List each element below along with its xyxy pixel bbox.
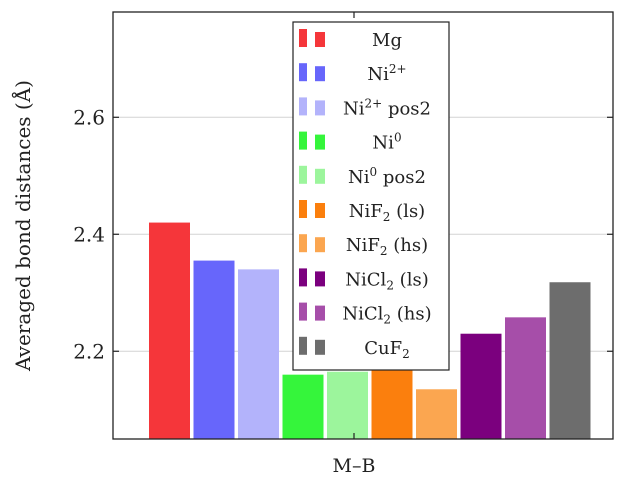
bar-cuf2 [549, 282, 591, 439]
y-axis-label: Averaged bond distances (Å) [10, 80, 35, 372]
bar-ni2pos2 [238, 269, 279, 439]
legend-swatch-ni0pos2-b [315, 168, 325, 184]
legend-label-nif2hs: NiF2 (hs) [346, 235, 428, 258]
legend-swatch-ni2pos2-b [315, 100, 325, 116]
legend-label-ni0pos2: Ni0 pos2 [348, 165, 426, 188]
legend-swatch-nicl2hs-b [315, 305, 325, 321]
legend-label-ni2pos2: Ni2+ pos2 [343, 96, 431, 119]
bar-nicl2ls [460, 333, 502, 439]
legend-label-ni2: Ni2+ [367, 62, 406, 85]
bar-mg [149, 222, 190, 439]
legend-swatch-nif2ls [299, 200, 307, 218]
legend-swatch-ni0 [299, 131, 307, 150]
bar-ni2 [193, 260, 235, 439]
legend-swatch-ni2pos2 [299, 97, 307, 116]
legend: Mg Ni2+ Ni2+ pos2 Ni0 Ni0 pos2 NiF2 (ls) NiF2 … [292, 21, 450, 371]
legend-label-ni0: Ni0 [372, 131, 401, 154]
y-tick-label: 2.4 [73, 222, 105, 246]
legend-label-nicl2ls: NiCl2 (ls) [345, 269, 428, 292]
plot-area-frame [112, 11, 614, 440]
legend-swatch-cuf2 [299, 336, 307, 355]
legend-label-nif2ls: NiF2 (ls) [349, 201, 425, 224]
y-tick-label: 2.2 [73, 339, 105, 363]
legend-swatch-ni0pos2 [299, 165, 307, 184]
legend-swatch-nicl2ls [299, 268, 307, 287]
legend-swatch-nif2hs [299, 234, 307, 253]
legend-swatch-nicl2ls-b [315, 271, 325, 287]
legend-swatch-ni2-b [315, 66, 325, 82]
legend-swatch-ni0-b [315, 134, 325, 150]
bar-nicl2hs [505, 317, 546, 439]
legend-swatch-mg [299, 29, 307, 47]
y-tick-label: 2.6 [73, 105, 105, 129]
bar-nif2hs [416, 389, 457, 439]
legend-swatch-nicl2hs [299, 302, 307, 321]
bars [149, 222, 591, 439]
legend-swatch-mg-b [315, 32, 325, 47]
legend-swatch-nif2hs-b [315, 237, 325, 253]
legend-swatch-cuf2-b [315, 339, 325, 355]
bar-ni0 [282, 374, 324, 439]
x-axis-label: M–B [333, 455, 376, 477]
bar-nif2ls [371, 369, 413, 439]
bar-ni0pos2 [327, 371, 368, 439]
legend-label-cuf2: CuF2 [364, 338, 410, 361]
legend-label-nicl2hs: NiCl2 (hs) [342, 304, 431, 327]
legend-swatch-ni2 [299, 63, 307, 82]
legend-swatch-nif2ls-b [315, 203, 325, 218]
y-axis-ticks: 2.2 2.4 2.6 [73, 12, 613, 439]
legend-label-mg: Mg [372, 30, 402, 51]
